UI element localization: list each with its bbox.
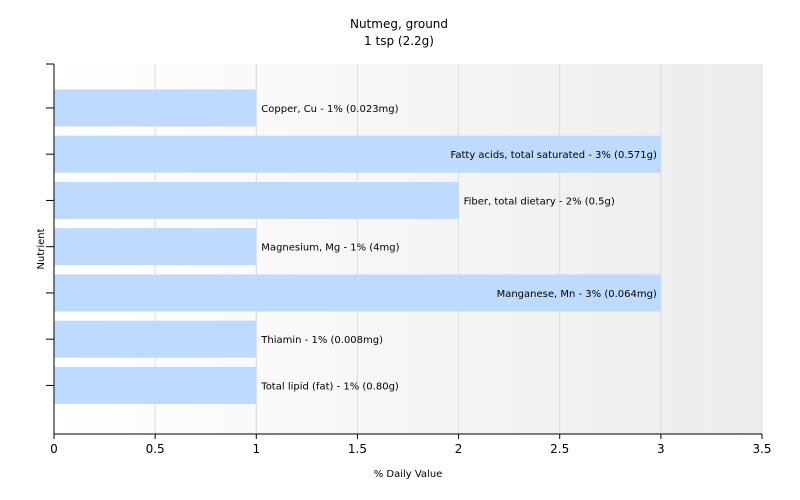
bar (54, 228, 257, 266)
chart-title: Nutmeg, ground (350, 17, 448, 31)
x-tick-label: 2.5 (550, 442, 569, 456)
bar-label: Manganese, Mn - 3% (0.064mg) (497, 289, 657, 300)
bar-label: Copper, Cu - 1% (0.023mg) (261, 104, 398, 115)
bar-label: Thiamin - 1% (0.008mg) (260, 335, 383, 346)
x-tick-label: 3 (657, 442, 665, 456)
x-tick-label: 3.5 (752, 442, 771, 456)
y-axis-title: Nutrient (36, 228, 47, 269)
x-tick-label: 1.5 (348, 442, 367, 456)
bars: Copper, Cu - 1% (0.023mg) Fatty acids, to… (54, 89, 661, 404)
bar (54, 181, 459, 219)
bar (54, 135, 661, 173)
x-tick-label: 0.5 (146, 442, 165, 456)
bar (54, 366, 257, 404)
x-tick-label: 0 (50, 442, 58, 456)
bar-label: Magnesium, Mg - 1% (4mg) (261, 243, 399, 254)
x-tick-label: 2 (455, 442, 463, 456)
x-axis-title: % Daily Value (374, 469, 443, 480)
bar-label: Fiber, total dietary - 2% (0.5g) (464, 196, 615, 207)
chart-subtitle: 1 tsp (2.2g) (364, 34, 434, 48)
bar-label: Fatty acids, total saturated - 3% (0.571… (451, 150, 657, 161)
axes: 0 0.5 1 1.5 2 2.5 3 3.5 (46, 63, 772, 456)
bar (54, 320, 257, 358)
bar-label: Total lipid (fat) - 1% (0.80g) (260, 381, 399, 392)
bar (54, 89, 257, 127)
bar (54, 274, 661, 312)
x-tick-label: 1 (252, 442, 260, 456)
